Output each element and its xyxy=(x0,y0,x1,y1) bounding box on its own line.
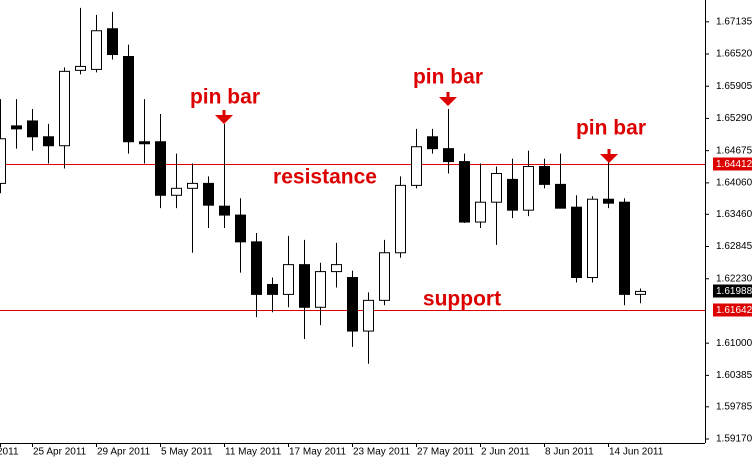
candle-body xyxy=(603,198,614,204)
annotation: resistance xyxy=(273,166,377,189)
candle-body xyxy=(315,271,326,308)
candle-body xyxy=(299,264,310,308)
current-price-label: 1.61988 xyxy=(716,286,752,297)
candle-body xyxy=(123,56,134,143)
x-tick-label: 8 Jun 2011 xyxy=(545,447,594,458)
candle-body xyxy=(91,30,102,70)
annotation: pin bar xyxy=(576,117,646,140)
x-tick-label: 25 Apr 2011 xyxy=(33,447,87,458)
candle-body xyxy=(347,277,358,332)
annotation: pin bar xyxy=(413,66,483,89)
candle-body xyxy=(171,187,182,196)
candle-body xyxy=(427,136,438,150)
x-tick-label: 29 Apr 2011 xyxy=(97,447,151,458)
candle-body xyxy=(251,241,262,295)
x-tick-label: 17 May 2011 xyxy=(289,447,347,458)
candle-body xyxy=(283,264,294,295)
candle-body xyxy=(331,264,342,273)
x-tick-label: 11 May 2011 xyxy=(225,447,282,458)
candle-body xyxy=(491,172,502,203)
y-tick-label: 1.62845 xyxy=(716,241,752,252)
candle-body xyxy=(59,70,70,147)
candle-body xyxy=(107,28,118,56)
y-tick-label: 1.64060 xyxy=(716,178,752,189)
candle-body xyxy=(203,182,214,206)
y-tick-label: 1.61000 xyxy=(716,338,752,349)
y-tick-label: 1.65290 xyxy=(716,113,752,124)
candle-body xyxy=(27,120,38,138)
candle-body xyxy=(267,283,278,295)
candle-body xyxy=(619,201,630,295)
arrow-head xyxy=(215,115,233,124)
y-tick-label: 1.65905 xyxy=(716,81,752,92)
candle-body xyxy=(443,148,454,163)
annotation: support xyxy=(423,288,501,311)
arrow-head xyxy=(600,154,618,163)
x-tick-label: 5 May 2011 xyxy=(161,447,213,458)
candle-body xyxy=(395,184,406,254)
x-tick-label: 2011 xyxy=(0,447,19,458)
candle-body xyxy=(539,166,550,185)
candle-body xyxy=(411,146,422,186)
x-tick-label: 23 May 2011 xyxy=(353,447,411,458)
y-tick-label: 1.62230 xyxy=(716,273,752,284)
annotation: pin bar xyxy=(190,86,260,109)
candle-body xyxy=(11,125,22,130)
price-label-box xyxy=(713,303,752,317)
y-tick-label: 1.64675 xyxy=(716,145,752,156)
y-tick-label: 1.59785 xyxy=(716,401,752,412)
candle-body xyxy=(571,206,582,279)
candle-body xyxy=(459,161,470,223)
candle-body xyxy=(155,141,166,196)
y-tick-label: 1.63460 xyxy=(716,209,752,220)
x-tick-label: 14 Jun 2011 xyxy=(609,447,664,458)
candle-body xyxy=(363,299,374,332)
candle-body xyxy=(555,183,566,209)
x-tick-label: 2 Jun 2011 xyxy=(481,447,530,458)
candle-body xyxy=(235,214,246,243)
candle-body xyxy=(507,178,518,211)
x-tick-label: 27 May 2011 xyxy=(417,447,475,458)
candle-body xyxy=(43,136,54,147)
candle-body xyxy=(523,166,534,211)
price-label: 1.61642 xyxy=(716,305,752,316)
arrow-head xyxy=(439,97,457,106)
candle-body xyxy=(0,138,6,184)
candle-body xyxy=(187,182,198,189)
current-price-box xyxy=(713,284,752,298)
candle-body xyxy=(635,290,646,295)
candle-body xyxy=(139,141,150,145)
candle-body xyxy=(75,65,86,71)
candle-body xyxy=(219,205,230,216)
candle-body xyxy=(379,252,390,301)
y-tick-label: 1.66520 xyxy=(716,49,752,60)
candle-body xyxy=(475,201,486,223)
price-label-box xyxy=(713,157,752,171)
y-tick-label: 1.60385 xyxy=(716,370,752,381)
y-tick-label: 1.59170 xyxy=(716,434,752,445)
y-tick-label: 1.67135 xyxy=(716,16,752,27)
price-label: 1.64412 xyxy=(716,159,752,170)
candle-body xyxy=(587,198,598,279)
